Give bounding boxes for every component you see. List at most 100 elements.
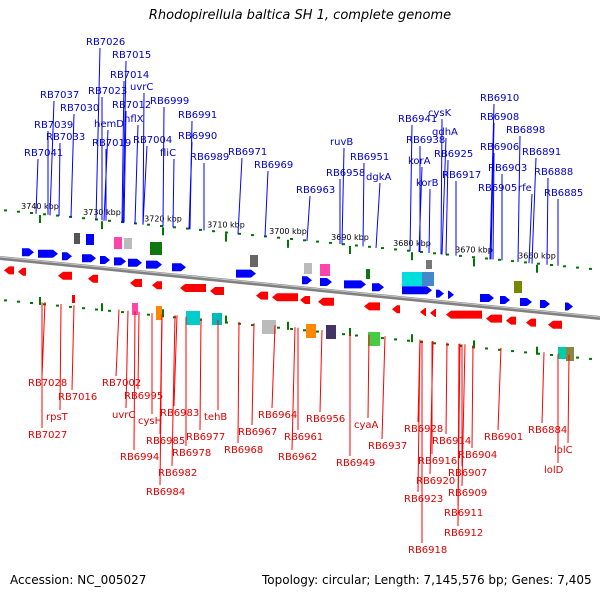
reverse-gene-arrow (130, 279, 142, 287)
reverse-gene-arrow (210, 287, 224, 295)
forward-label-connector (35, 158, 39, 214)
forward-gene-label: RB6891 (522, 147, 561, 158)
reverse-label-connector (133, 311, 136, 451)
reverse-gene-label: RB6995 (124, 391, 163, 402)
reverse-label-connector (71, 305, 75, 391)
lower-tick-dot (238, 322, 241, 325)
forward-gene-label: RB6917 (442, 170, 481, 181)
reverse-gene-arrow (180, 284, 206, 292)
lower-tick-dot (498, 348, 501, 351)
lower-tick-dot (290, 328, 293, 330)
forward-label-connector (306, 195, 311, 242)
lower-tick-dot (394, 338, 397, 341)
lower-tick-dot (355, 334, 358, 337)
reverse-gene-label: RB6907 (448, 468, 487, 479)
scale-tick-label: 3680 kbp (393, 239, 431, 248)
reverse-gene-label: RB7027 (28, 430, 67, 441)
forward-label-connector (122, 60, 127, 223)
scale-tick-label: 3710 kbp (207, 221, 245, 230)
forward-label-connector (123, 110, 127, 223)
feature-box (156, 306, 162, 320)
genome-backbone-highlight (0, 256, 600, 318)
reverse-gene-arrow (392, 305, 400, 314)
forward-gene-label: RB6941 (398, 114, 437, 125)
upper-tick-dot (238, 232, 241, 235)
reverse-label-connector (173, 315, 178, 407)
reverse-gene-arrow (318, 297, 334, 306)
forward-label-connector (517, 135, 521, 263)
forward-gene-label: korA (408, 156, 431, 167)
forward-gene-label: RB6991 (178, 110, 217, 121)
upper-tick-dot (160, 225, 163, 227)
feature-box (426, 260, 432, 269)
forward-gene-label: uvrC (130, 82, 153, 93)
forward-gene-arrow (540, 300, 550, 308)
upper-tick-dot (498, 258, 501, 261)
reverse-gene-label: RB6904 (458, 450, 497, 461)
forward-label-connector (49, 100, 55, 216)
feature-box (124, 238, 132, 249)
feature-box (514, 281, 522, 293)
reverse-gene-arrow (486, 314, 502, 323)
upper-tick-dot (316, 240, 319, 243)
forward-label-connector (58, 142, 61, 217)
upper-tick-dot (355, 244, 358, 247)
reverse-gene-arrow (548, 320, 562, 329)
forward-label-connector (409, 124, 413, 252)
reverse-label-connector (461, 344, 466, 487)
forward-gene-arrow (372, 283, 384, 292)
reverse-label-connector (445, 342, 448, 435)
reverse-gene-arrow (256, 291, 268, 300)
forward-gene-label: RB6898 (506, 125, 545, 136)
reverse-gene-label: RB6928 (404, 424, 443, 435)
forward-label-connector (142, 145, 148, 225)
scale-tick-mark (162, 227, 164, 236)
scale-tick-mark (473, 340, 475, 349)
forward-label-connector (95, 47, 101, 221)
reverse-gene-label: lolC (554, 445, 573, 456)
feature-box (566, 347, 574, 361)
upper-tick-dot (290, 238, 293, 240)
upper-tick-dot (420, 251, 423, 253)
scale-tick-label: 3660 kbp (518, 252, 556, 261)
scale-tick-mark (411, 252, 413, 261)
forward-gene-label: rfe (518, 183, 532, 194)
upper-tick-dot (147, 223, 150, 226)
upper-tick-dot (4, 209, 7, 212)
reverse-label-connector (567, 354, 570, 444)
scale-tick-mark (101, 303, 103, 312)
upper-tick-dot (576, 266, 579, 269)
lower-tick-dot (511, 350, 514, 353)
forward-gene-arrow (114, 257, 126, 266)
genome-summary-text: Topology: circular; Length: 7,145,576 bp… (262, 573, 592, 587)
forward-gene-arrow (448, 290, 454, 299)
forward-label-connector (237, 157, 243, 235)
forward-label-connector (362, 162, 365, 247)
reverse-label-connector (59, 303, 62, 411)
feature-box (86, 234, 94, 245)
scale-tick-label: 3700 kbp (269, 227, 307, 236)
lower-tick-dot (524, 351, 527, 354)
reverse-gene-arrow (420, 308, 426, 316)
forward-gene-arrow (172, 263, 186, 272)
forward-gene-label: RB6990 (178, 131, 217, 142)
lower-tick-dot (303, 329, 306, 332)
upper-tick-dot (524, 261, 527, 264)
scale-tick-mark (225, 315, 227, 324)
reverse-label-connector (291, 327, 296, 451)
scale-tick-mark (287, 239, 289, 248)
scale-tick-mark (536, 346, 538, 355)
feature-box (366, 269, 370, 279)
reverse-label-connector (251, 323, 255, 426)
forward-label-connector (428, 188, 431, 254)
forward-gene-label: RB6999 (150, 96, 189, 107)
forward-gene-label: RB7019 (92, 138, 131, 149)
upper-tick-dot (459, 254, 462, 257)
reverse-gene-arrow (364, 302, 380, 311)
upper-tick-dot (108, 219, 111, 222)
forward-gene-label: RB7012 (112, 100, 151, 111)
reverse-gene-label: RB6985 (146, 436, 185, 447)
scale-tick-mark (349, 328, 351, 336)
forward-gene-arrow (146, 260, 162, 269)
forward-gene-label: gdhA (432, 127, 458, 138)
